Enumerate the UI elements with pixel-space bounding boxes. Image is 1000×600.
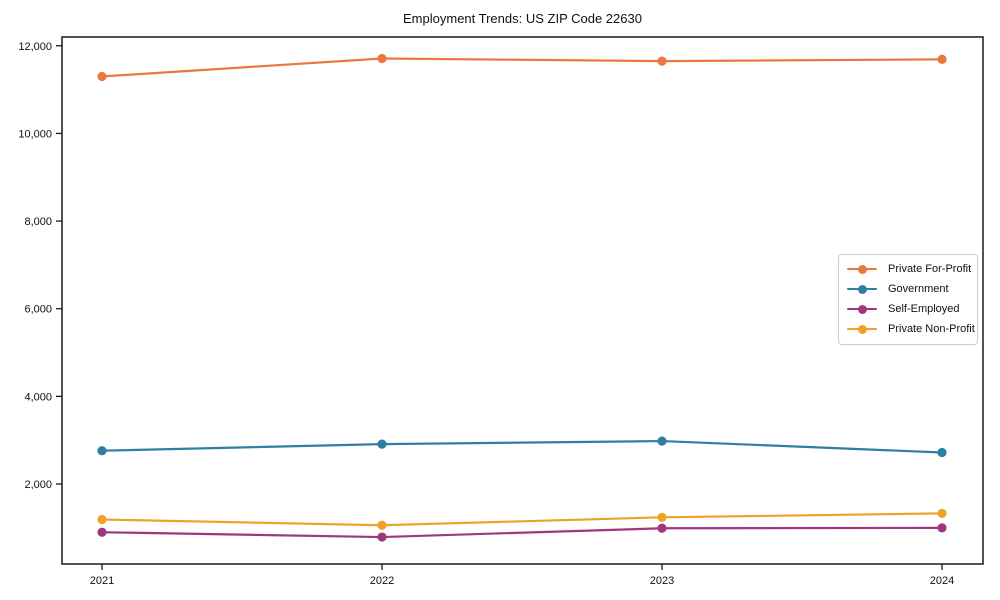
data-point-marker	[97, 527, 107, 537]
data-point-marker	[97, 446, 107, 456]
y-axis-tick-label: 10,000	[18, 128, 52, 140]
series-line	[100, 439, 944, 454]
legend-item: Private Non-Profit	[847, 319, 975, 339]
data-point-marker	[377, 439, 387, 449]
series-line	[100, 512, 944, 527]
legend-item: Self-Employed	[847, 299, 969, 319]
legend-marker-icon	[847, 304, 877, 314]
y-axis-tick-label: 4,000	[24, 391, 52, 403]
data-point-marker	[377, 520, 387, 530]
data-point-marker	[657, 436, 667, 446]
y-axis-tick-label: 12,000	[18, 41, 52, 53]
y-axis-tick-label: 8,000	[24, 216, 52, 228]
data-point-marker	[937, 508, 947, 518]
data-point-marker	[377, 53, 387, 64]
data-point-marker	[657, 523, 667, 533]
data-point-marker	[377, 532, 387, 542]
plot-border	[61, 36, 984, 565]
x-axis-tick-label: 2022	[370, 575, 394, 587]
legend-marker-icon	[847, 264, 877, 274]
data-point-marker	[657, 512, 667, 522]
series-line	[100, 526, 944, 539]
legend-marker-icon	[847, 284, 877, 294]
data-point-marker	[657, 56, 667, 66]
data-point-marker	[97, 514, 107, 525]
legend-label: Private For-Profit	[888, 263, 972, 275]
legend-label: Government	[888, 283, 949, 295]
axes-layer: 2,000 4,000 6,000 8,000 10,000 12,000 2021 2022…	[18, 36, 984, 587]
y-axis-tick-label: 2,000	[24, 479, 52, 491]
legend-label: Self-Employed	[888, 303, 960, 315]
legend-item: Government	[847, 279, 969, 299]
data-point-marker	[937, 54, 947, 64]
data-point-marker	[97, 71, 107, 82]
data-point-marker	[937, 523, 947, 533]
x-axis-tick-label: 2023	[650, 575, 674, 587]
series-layer	[97, 53, 947, 542]
legend-label: Private Non-Profit	[888, 323, 975, 335]
chart-title: Employment Trends: US ZIP Code 22630	[403, 11, 642, 26]
data-point-marker	[937, 447, 947, 458]
legend-item: Private For-Profit	[847, 259, 972, 279]
legend: Private For-Profit Government Self-Employe…	[838, 254, 978, 345]
series-line	[100, 57, 944, 78]
x-axis-tick-label: 2021	[90, 575, 114, 587]
x-axis-tick-label: 2024	[930, 575, 954, 587]
legend-marker-icon	[847, 324, 877, 334]
y-axis-tick-label: 6,000	[24, 304, 52, 316]
